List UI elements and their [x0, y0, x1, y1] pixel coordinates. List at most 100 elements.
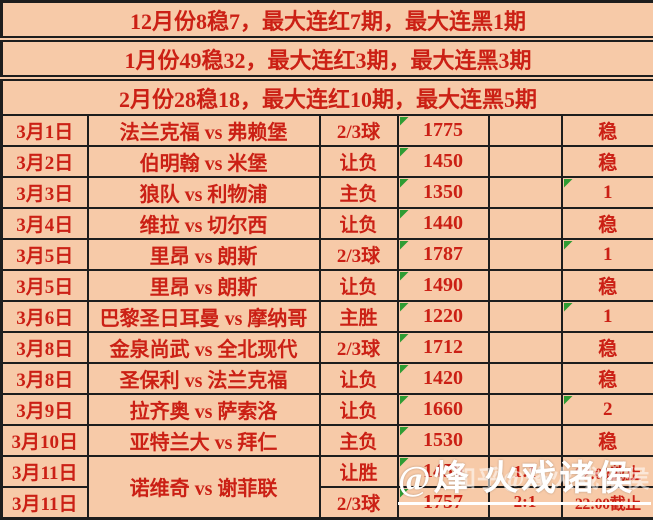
- table-row: 3月6日 巴黎圣日耳曼 vs 摩纳哥 主胜 1220 1: [2, 301, 653, 332]
- odds-cell: 1490: [398, 270, 489, 301]
- bet-type-cell: 2/3球: [320, 332, 398, 363]
- table-row: 3月5日 里昂 vs 朗斯 让负 1490 稳: [2, 270, 653, 301]
- table-row: 3月4日 维拉 vs 切尔西 让负 1440 稳: [2, 208, 653, 239]
- score-cell: 1:1: [489, 456, 562, 487]
- table-row: 3月9日 拉齐奥 vs 萨索洛 让负 1660 2: [2, 394, 653, 425]
- match-cell: 维拉 vs 切尔西: [88, 208, 320, 239]
- bet-type-cell: 主胜: [320, 301, 398, 332]
- odds-cell: 1712: [398, 332, 489, 363]
- odds-cell: 1350: [398, 177, 489, 208]
- date-cell: 3月4日: [2, 208, 88, 239]
- date-cell: 3月5日: [2, 239, 88, 270]
- green-triangle-icon: [400, 272, 409, 281]
- match-cell: 狼队 vs 利物浦: [88, 177, 320, 208]
- summary-text: 12月份8稳7，最大连红7期，最大连黑1期: [2, 2, 653, 40]
- table-row: 3月1日 法兰克福 vs 弗赖堡 2/3球 1775 稳: [2, 115, 653, 146]
- green-triangle-icon: [564, 303, 573, 312]
- green-triangle-icon: [564, 396, 573, 405]
- odds-cell: 1660: [398, 394, 489, 425]
- score-cell: [489, 146, 562, 177]
- match-cell: 拉齐奥 vs 萨索洛: [88, 394, 320, 425]
- green-triangle-icon: [400, 179, 409, 188]
- summary-row-february: 2月份28稳18，最大连红10期，最大连黑5期: [2, 78, 653, 115]
- match-cell: 圣保利 vs 法兰克福: [88, 363, 320, 394]
- result-cell: 2: [562, 394, 653, 425]
- odds-cell: 1220: [398, 301, 489, 332]
- match-cell: 巴黎圣日耳曼 vs 摩纳哥: [88, 301, 320, 332]
- bet-type-cell: 让负: [320, 208, 398, 239]
- result-cell: 稳: [562, 332, 653, 363]
- score-cell: [489, 270, 562, 301]
- date-cell: 3月8日: [2, 332, 88, 363]
- result-cell: 稳: [562, 115, 653, 146]
- summary-text: 1月份49稳32，最大连红3期，最大连黑3期: [2, 39, 653, 78]
- result-cell: 稳: [562, 363, 653, 394]
- bet-type-cell: 让负: [320, 146, 398, 177]
- date-cell: 3月8日: [2, 363, 88, 394]
- bet-type-cell: 让负: [320, 270, 398, 301]
- green-triangle-icon: [564, 179, 573, 188]
- odds-cell: 1775: [398, 115, 489, 146]
- date-cell: 3月11日: [2, 456, 88, 487]
- bet-type-cell: 主负: [320, 177, 398, 208]
- score-cell: [489, 363, 562, 394]
- odds-cell: 1450: [398, 456, 489, 487]
- score-cell: [489, 301, 562, 332]
- green-triangle-icon: [400, 334, 409, 343]
- bet-type-cell: 让负: [320, 394, 398, 425]
- date-cell: 3月3日: [2, 177, 88, 208]
- score-cell: 2:1: [489, 487, 562, 518]
- match-cell: 里昂 vs 朗斯: [88, 270, 320, 301]
- match-cell: 金泉尚武 vs 全北现代: [88, 332, 320, 363]
- table-row: 3月10日 亚特兰大 vs 拜仁 主负 1530 稳: [2, 425, 653, 456]
- result-cell: 1: [562, 239, 653, 270]
- result-cell: 1: [562, 177, 653, 208]
- date-cell: 3月9日: [2, 394, 88, 425]
- match-cell: 法兰克福 vs 弗赖堡: [88, 115, 320, 146]
- score-cell: [489, 239, 562, 270]
- result-cell: 1: [562, 301, 653, 332]
- summary-text: 2月份28稳18，最大连红10期，最大连黑5期: [2, 78, 653, 115]
- table-row: 3月3日 狼队 vs 利物浦 主负 1350 1: [2, 177, 653, 208]
- green-triangle-icon: [400, 427, 409, 436]
- summary-row-january: 1月份49稳32，最大连红3期，最大连黑3期: [2, 39, 653, 78]
- odds-cell: 1530: [398, 425, 489, 456]
- odds-cell: 1450: [398, 146, 489, 177]
- odds-cell: 1757: [398, 487, 489, 518]
- green-triangle-icon: [400, 148, 409, 157]
- date-cell: 3月10日: [2, 425, 88, 456]
- table-row: 3月8日 金泉尚武 vs 全北现代 2/3球 1712 稳: [2, 332, 653, 363]
- result-cell: 稳: [562, 270, 653, 301]
- match-cell: 亚特兰大 vs 拜仁: [88, 425, 320, 456]
- score-cell: [489, 177, 562, 208]
- bet-type-cell: 让胜: [320, 456, 398, 487]
- score-cell: [489, 208, 562, 239]
- bet-type-cell: 主负: [320, 425, 398, 456]
- green-triangle-icon: [400, 241, 409, 250]
- table-row: 3月5日 里昂 vs 朗斯 2/3球 1787 1: [2, 239, 653, 270]
- bet-type-cell: 2/3球: [320, 115, 398, 146]
- green-triangle-icon: [400, 117, 409, 126]
- green-triangle-icon: [400, 210, 409, 219]
- table-row: 3月8日 圣保利 vs 法兰克福 让负 1420 稳: [2, 363, 653, 394]
- bet-type-cell: 让负: [320, 363, 398, 394]
- match-cell-merged: 诺维奇 vs 谢菲联: [88, 456, 320, 518]
- date-cell: 3月6日: [2, 301, 88, 332]
- bet-type-cell: 2/3球: [320, 239, 398, 270]
- score-cell: [489, 332, 562, 363]
- match-cell: 里昂 vs 朗斯: [88, 239, 320, 270]
- score-cell: [489, 394, 562, 425]
- green-triangle-icon: [400, 365, 409, 374]
- result-cell: 稳: [562, 425, 653, 456]
- result-cell: 稳: [562, 146, 653, 177]
- date-cell: 3月5日: [2, 270, 88, 301]
- result-cell: 22:00截止: [562, 456, 653, 487]
- match-cell: 伯明翰 vs 米堡: [88, 146, 320, 177]
- score-cell: [489, 115, 562, 146]
- table-row: 3月11日 诺维奇 vs 谢菲联 让胜 1450 1:1 22:00截止: [2, 456, 653, 487]
- summary-row-december: 12月份8稳7，最大连红7期，最大连黑1期: [2, 2, 653, 40]
- result-cell: 稳: [562, 208, 653, 239]
- green-triangle-icon: [400, 458, 409, 467]
- odds-cell: 1420: [398, 363, 489, 394]
- score-cell: [489, 425, 562, 456]
